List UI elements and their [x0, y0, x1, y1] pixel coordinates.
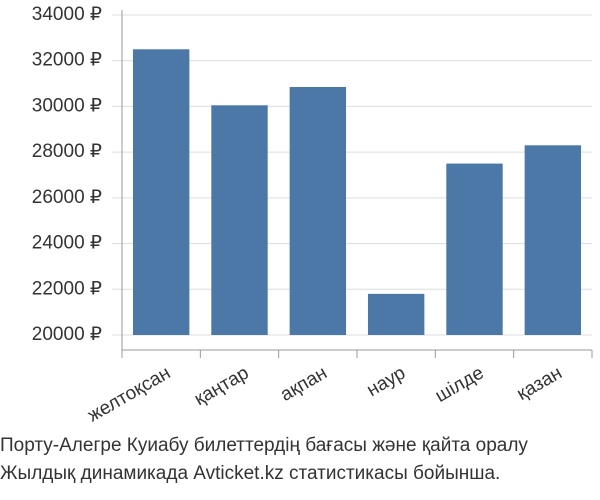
x-tick-label: қаңтар — [191, 362, 253, 410]
y-tick-label: 24000 ₽ — [32, 233, 102, 254]
y-tick-label: 26000 ₽ — [32, 187, 102, 208]
bar — [289, 87, 347, 335]
y-tick-label: 34000 ₽ — [32, 4, 102, 25]
bar — [211, 105, 268, 336]
y-tick-label: 20000 ₽ — [32, 324, 102, 345]
x-tick-label: ақпан — [277, 362, 331, 405]
x-tick-label: наур — [363, 362, 409, 401]
x-tick-label: желтоқсан — [84, 362, 174, 426]
caption-line: Порту-Алегре Куиабу билеттердің бағасы ж… — [0, 435, 528, 456]
bar — [132, 49, 190, 336]
caption-line: Жылдық динамикада Avticket.kz статистика… — [0, 463, 500, 484]
bar — [446, 163, 503, 335]
bar — [524, 145, 582, 335]
y-tick-label: 28000 ₽ — [32, 141, 102, 162]
y-tick-label: 32000 ₽ — [32, 50, 102, 71]
bar — [367, 293, 425, 335]
x-tick-label: қазан — [513, 362, 565, 404]
x-tick-label: шілде — [432, 362, 488, 406]
y-tick-label: 22000 ₽ — [32, 278, 102, 299]
y-tick-label: 30000 ₽ — [32, 95, 102, 116]
